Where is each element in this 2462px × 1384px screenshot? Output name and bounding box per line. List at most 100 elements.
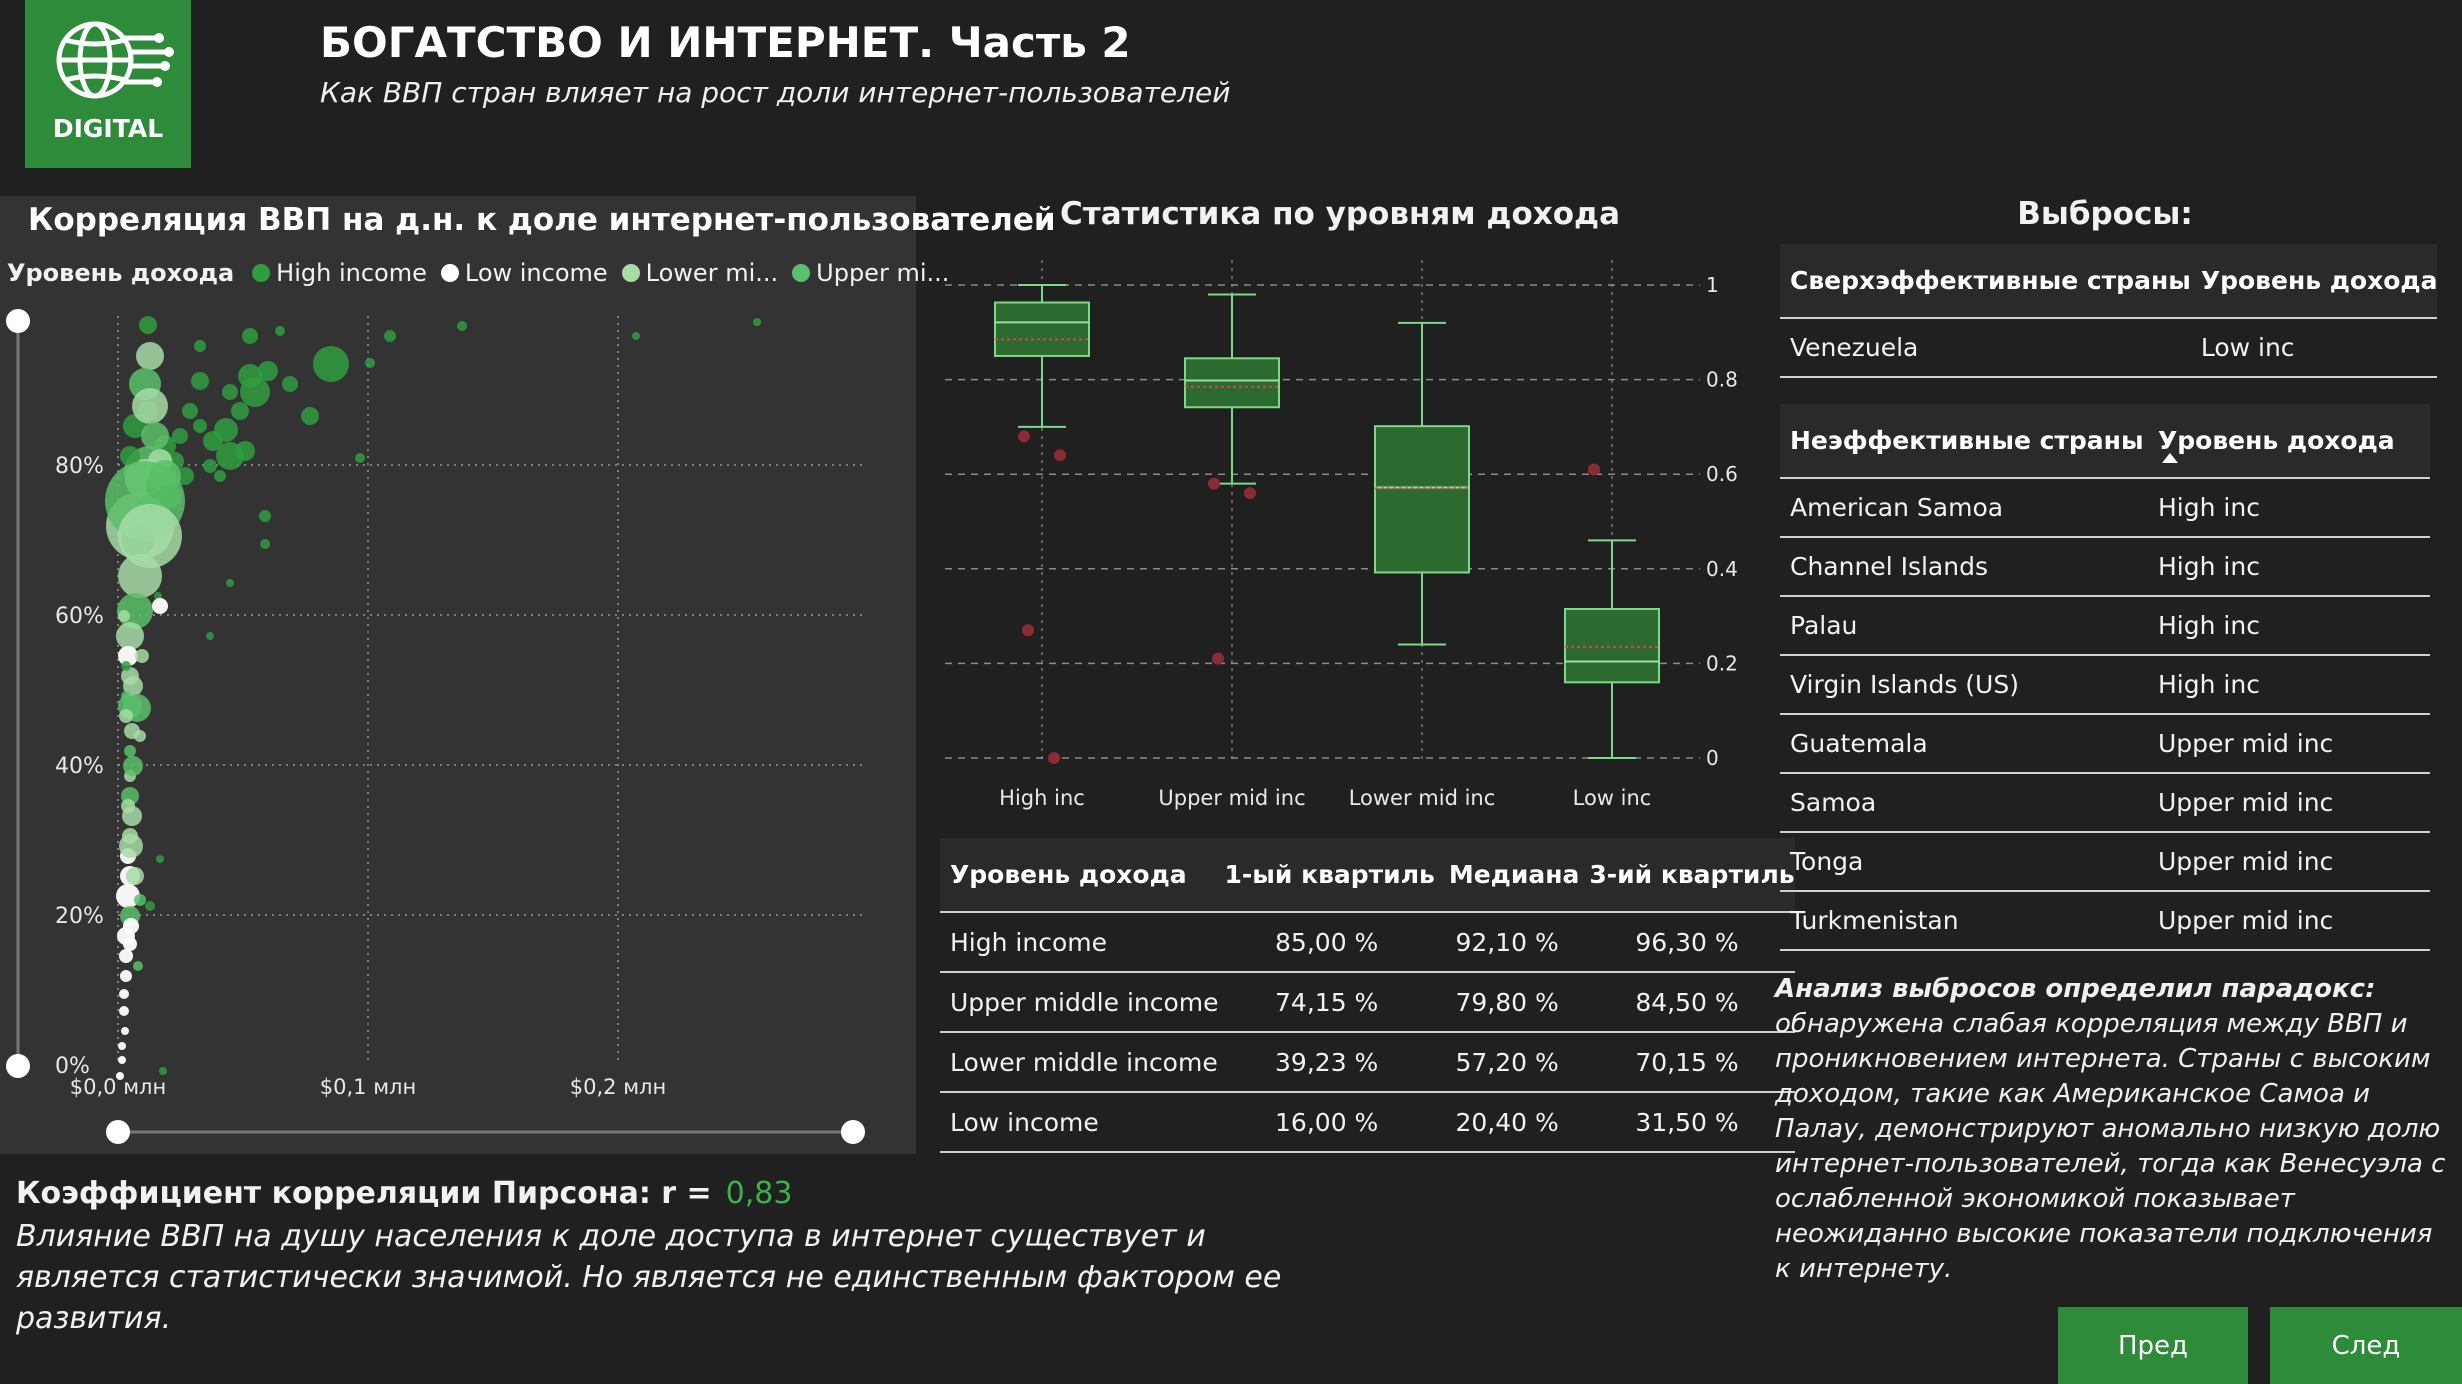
scatter-point[interactable] xyxy=(203,459,217,473)
box-3[interactable] xyxy=(1564,463,1660,759)
table-row[interactable]: High income 85,00 % 92,10 % 96,30 % xyxy=(940,912,1795,973)
scatter-point[interactable] xyxy=(203,431,223,451)
scatter-point[interactable] xyxy=(139,316,157,334)
scatter-point[interactable] xyxy=(214,470,226,482)
table-row[interactable]: Venezuela Low inc xyxy=(1780,318,2438,378)
box-2[interactable] xyxy=(1374,321,1470,646)
scatter-point[interactable] xyxy=(118,1042,126,1050)
legend-item-upper-mid[interactable]: Upper mi... xyxy=(792,259,949,287)
scatter-point[interactable] xyxy=(282,376,298,392)
scatter-point[interactable] xyxy=(120,970,132,982)
y-range-handle-bottom[interactable] xyxy=(6,1054,30,1078)
scatter-point[interactable] xyxy=(156,855,164,863)
scatter-point[interactable] xyxy=(118,504,182,568)
scatter-point[interactable] xyxy=(242,328,258,344)
next-button[interactable]: След xyxy=(2270,1307,2462,1384)
scatter-point[interactable] xyxy=(632,332,640,340)
col-header-super-income[interactable]: Уровень дохода xyxy=(2190,244,2438,319)
scatter-point[interactable] xyxy=(118,1056,126,1064)
scatter-point[interactable] xyxy=(240,377,270,407)
scatter-point[interactable] xyxy=(119,709,133,723)
scatter-point[interactable] xyxy=(116,884,140,908)
outlier-point[interactable] xyxy=(1054,449,1066,462)
scatter-point[interactable] xyxy=(119,989,129,999)
table-row[interactable]: American Samoa High inc xyxy=(1780,478,2430,538)
table-row[interactable]: Turkmenistan Upper mid inc xyxy=(1780,891,2430,951)
outlier-point[interactable] xyxy=(1048,752,1060,764)
scatter-point[interactable] xyxy=(136,342,164,370)
scatter-point[interactable] xyxy=(152,598,168,614)
scatter-point[interactable] xyxy=(134,730,146,742)
col-header-ineff-country[interactable]: Неэффективные страны xyxy=(1780,404,2148,479)
scatter-point[interactable] xyxy=(119,1006,129,1016)
scatter-point[interactable] xyxy=(172,428,188,444)
x-range-handle-left[interactable] xyxy=(106,1120,130,1144)
scatter-point[interactable] xyxy=(123,918,139,934)
scatter-point[interactable] xyxy=(141,422,169,450)
scatter-point[interactable] xyxy=(222,384,238,400)
outlier-point[interactable] xyxy=(1022,624,1034,637)
table-row[interactable]: Upper middle income 74,15 % 79,80 % 84,50 % xyxy=(940,972,1795,1033)
scatter-point[interactable] xyxy=(121,691,131,701)
col-header-income[interactable]: Уровень дохода xyxy=(940,838,1219,913)
scatter-point[interactable] xyxy=(118,554,162,598)
scatter-point[interactable] xyxy=(301,407,319,425)
scatter-point[interactable] xyxy=(159,1067,167,1075)
table-row[interactable]: Channel Islands High inc xyxy=(1780,537,2430,597)
legend-item-lower-mid[interactable]: Lower mi... xyxy=(621,259,778,287)
scatter-point[interactable] xyxy=(126,867,144,885)
scatter-point[interactable] xyxy=(116,1072,124,1080)
table-row[interactable]: Tonga Upper mid inc xyxy=(1780,832,2430,892)
scatter-point[interactable] xyxy=(135,649,149,663)
scatter-point[interactable] xyxy=(121,661,131,671)
scatter-point[interactable] xyxy=(235,441,255,461)
scatter-point[interactable] xyxy=(119,949,133,963)
x-range-handle-right[interactable] xyxy=(841,1120,865,1144)
scatter-point[interactable] xyxy=(384,330,396,342)
y-range-handle-top[interactable] xyxy=(6,309,30,333)
scatter-point[interactable] xyxy=(193,419,207,433)
table-row[interactable]: Samoa Upper mid inc xyxy=(1780,773,2430,833)
scatter-point[interactable] xyxy=(194,340,206,352)
scatter-point[interactable] xyxy=(116,622,144,650)
scatter-point[interactable] xyxy=(121,799,135,813)
scatter-point[interactable] xyxy=(259,510,271,522)
scatter-point[interactable] xyxy=(182,403,198,419)
scatter-point[interactable] xyxy=(118,610,130,622)
col-header-median[interactable]: Медиана xyxy=(1434,838,1580,913)
scatter-point[interactable] xyxy=(132,388,168,424)
box-0[interactable] xyxy=(994,284,1090,764)
scatter-point[interactable] xyxy=(365,358,375,368)
table-row[interactable]: Virgin Islands (US) High inc xyxy=(1780,655,2430,715)
prev-button[interactable]: Пред xyxy=(2058,1307,2248,1384)
col-header-ineff-income[interactable]: Уровень дохода xyxy=(2148,404,2430,479)
col-header-q3[interactable]: 3-ий квартиль xyxy=(1579,838,1795,913)
scatter-point[interactable] xyxy=(145,901,155,911)
scatter-point[interactable] xyxy=(457,321,467,331)
scatter-point[interactable] xyxy=(176,467,194,485)
scatter-point[interactable] xyxy=(206,632,214,640)
outlier-point[interactable] xyxy=(1212,652,1224,665)
scatter-point[interactable] xyxy=(260,539,270,549)
scatter-point[interactable] xyxy=(121,1027,129,1035)
col-header-q1[interactable]: 1-ый квартиль xyxy=(1218,838,1507,913)
scatter-point[interactable] xyxy=(119,834,143,858)
scatter-point[interactable] xyxy=(123,756,143,776)
outlier-point[interactable] xyxy=(1208,477,1220,490)
scatter-point[interactable] xyxy=(753,318,761,326)
scatter-point[interactable] xyxy=(133,961,143,971)
table-row[interactable]: Lower middle income 39,23 % 57,20 % 70,15 % xyxy=(940,1032,1795,1093)
scatter-point[interactable] xyxy=(123,937,137,951)
scatter-point[interactable] xyxy=(226,579,234,587)
box-1[interactable] xyxy=(1184,293,1280,665)
table-row[interactable]: Palau High inc xyxy=(1780,596,2430,656)
outlier-point[interactable] xyxy=(1588,463,1600,476)
scatter-point[interactable] xyxy=(355,453,365,463)
table-row[interactable]: Guatemala Upper mid inc xyxy=(1780,714,2430,774)
scatter-point[interactable] xyxy=(118,646,138,666)
scatter-point[interactable] xyxy=(120,446,140,466)
legend-item-low[interactable]: Low income xyxy=(440,259,608,287)
scatter-point[interactable] xyxy=(124,745,136,757)
scatter-point[interactable] xyxy=(258,361,278,381)
scatter-point[interactable] xyxy=(123,676,143,696)
